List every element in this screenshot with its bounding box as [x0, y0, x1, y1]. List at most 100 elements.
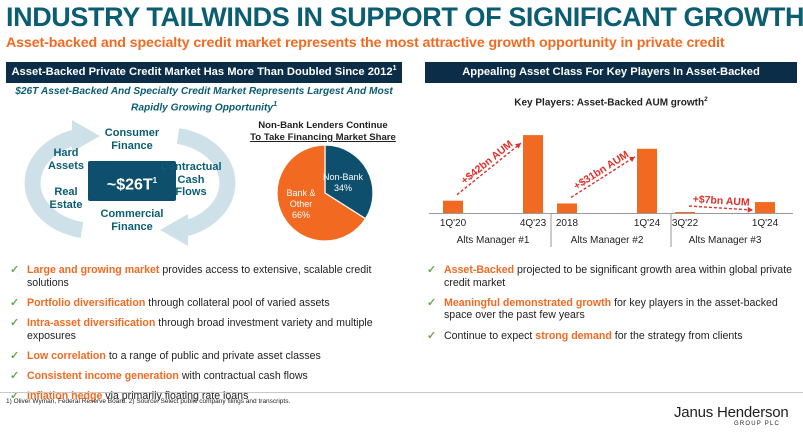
bar-category-label: 2018: [556, 218, 579, 229]
left-bullet-text: via primarily floating rate loans: [102, 390, 249, 403]
left-intro: $26T Asset-Backed And Specialty Credit M…: [6, 86, 402, 114]
pie-title-line1: Non-Bank Lenders Continue: [258, 120, 388, 131]
check-icon: ✓: [427, 264, 437, 276]
cycle-arrowhead-right: [160, 214, 188, 246]
growth-label: +$42bn AUM: [459, 138, 516, 187]
page-subtitle: Asset-backed and specialty credit market…: [6, 35, 725, 51]
growth-arrow-line: [688, 205, 754, 211]
right-bullets: ✓ Asset-Backed projected to be significan…: [427, 264, 797, 350]
cycle-label-consumer-line1: Consumer: [104, 127, 160, 139]
right-bullet-text: for the strategy from clients: [611, 329, 743, 342]
cycle-label-hard-assets: Hard Assets: [46, 147, 86, 172]
bar-category-label: 1Q'20: [440, 218, 467, 229]
check-icon: ✓: [427, 296, 437, 309]
right-bullet-highlight: Asset-Backed: [444, 264, 515, 276]
bar-0-1: [523, 135, 543, 213]
footer-divider: [0, 392, 803, 393]
check-icon: ✓: [10, 369, 20, 382]
cycle-label-realestate-line1: Real: [54, 186, 78, 198]
check-icon: ✓: [10, 296, 20, 309]
cycle-label-realestate-line2: Estate: [49, 198, 83, 211]
cycle-label-commercial-line1: Commercial: [100, 208, 164, 220]
left-bullet-highlight: Low correlation: [27, 349, 106, 362]
cycle-label-consumer-line2: Finance: [111, 139, 153, 152]
left-bullet: ✓ Low correlation to a range of public an…: [10, 350, 405, 363]
check-icon: ✓: [10, 316, 20, 329]
left-bullet-text: provides access to extensive, scalable c…: [27, 264, 372, 289]
left-bullet: ✓ Portfolio diversification through colla…: [10, 297, 405, 310]
cycle-label-contractual-cash-flows: Contractual Cash Flows: [159, 161, 223, 199]
right-banner: Appealing Asset Class For Key Players In…: [425, 62, 797, 83]
cycle-label-hardassets-line1: Hard: [53, 147, 79, 159]
right-bullet: ✓ Continue to expect strong demand for th…: [427, 330, 797, 343]
pie-label-bank-other-pct: 66%: [291, 210, 310, 220]
left-banner: Asset-Backed Private Credit Market Has M…: [6, 62, 402, 83]
right-bullet-highlight: strong demand: [535, 329, 612, 342]
growth-arrowhead-icon: [747, 206, 753, 213]
right-bullet-text: for key players in the asset-backed spac…: [444, 296, 778, 322]
cycle-arrows-diagram: [24, 120, 236, 246]
check-icon: ✓: [10, 264, 20, 276]
left-bullet-highlight: Consistent income generation: [27, 369, 179, 382]
chart-title-text: Key Players: Asset-Backed AUM growth: [514, 97, 705, 109]
left-banner-text: Asset-Backed Private Credit Market Has M…: [11, 66, 393, 78]
check-icon: ✓: [10, 349, 20, 362]
pie-label-bank-other-line2: Other: [289, 199, 313, 209]
right-bullet: ✓ Asset-Backed projected to be significan…: [427, 264, 797, 289]
left-bullet-text: through collateral pool of varied assets: [145, 296, 330, 309]
growth-arrowhead-icon: [629, 156, 635, 163]
left-bullet-highlight: Intra-asset diversification: [27, 316, 156, 329]
left-bullet: ✓ Intra-asset diversification through bro…: [10, 317, 405, 342]
growth-arrow-line: [456, 142, 522, 196]
left-bullet-highlight: Inflation hedge: [27, 390, 103, 403]
right-bullet-text: projected to be significant growth area …: [444, 264, 793, 289]
right-bullet-highlight: Meaningful demonstrated growth: [444, 296, 612, 309]
cycle-arrowhead-left: [72, 120, 100, 152]
check-icon: ✓: [10, 390, 20, 403]
check-icon: ✓: [427, 329, 437, 342]
left-intro-line2: Rapidly Growing Opportunity: [131, 101, 274, 113]
left-intro-sup: 1: [273, 100, 277, 108]
group-label: Alts Manager #2: [571, 235, 644, 246]
cycle-center-value: ~$26T: [106, 176, 153, 194]
bar-category-label: 1Q'24: [752, 218, 779, 229]
pie-label-non-bank: Non-Bank 34%: [320, 172, 366, 194]
bar-1-0: [557, 203, 577, 213]
cycle-arrow-right: [176, 128, 236, 238]
right-bullet: ✓ Meaningful demonstrated growth for key …: [427, 297, 797, 322]
cycle-label-real-estate: Real Estate: [46, 186, 86, 211]
group-label: Alts Manager #1: [457, 235, 530, 246]
bar-2-0: [675, 212, 695, 213]
left-bullet: ✓ Consistent income generation with contr…: [10, 370, 405, 383]
bar-category-label: 3Q'22: [672, 218, 699, 229]
left-intro-line1: $26T Asset-Backed And Specialty Credit M…: [15, 86, 393, 97]
growth-arrowhead-icon: [515, 143, 521, 149]
pie-label-bank-other-line1: Bank &: [286, 188, 316, 198]
left-bullet: ✓ Inflation hedge via primarily floating …: [10, 390, 405, 403]
bar-category-label: 4Q'23: [520, 218, 547, 229]
bar-0-0: [443, 200, 463, 213]
bar-1-1: [637, 148, 657, 213]
chart-title: Key Players: Asset-Backed AUM growth2: [425, 96, 797, 108]
chart-title-sup: 2: [704, 96, 708, 103]
group-label: Alts Manager #3: [689, 235, 762, 246]
footnote: 1) Oliver Wyman, Federal Reserve Board. …: [6, 398, 291, 405]
cycle-label-contractual-line1: Contractual: [160, 161, 222, 173]
growth-label: +$7bn AUM: [692, 193, 750, 209]
pie-label-non-bank-name: Non-Bank: [322, 172, 364, 182]
company-logo: Janus Henderson: [674, 404, 789, 421]
cycle-label-commercial-finance: Commercial Finance: [96, 208, 168, 233]
growth-label: +$31bn AUM: [572, 148, 632, 192]
right-bullet-prefix: Continue to expect: [444, 329, 536, 342]
left-bullet-text: through broad investment variety and mul…: [27, 316, 373, 342]
cycle-center-box: ~$26T1: [88, 161, 176, 201]
cycle-label-hardassets-line2: Assets: [47, 159, 85, 172]
page-title: INDUSTRY TAILWINDS IN SUPPORT OF SIGNIFI…: [6, 2, 803, 32]
left-bullet: ✓ Large and growing market provides acces…: [10, 264, 405, 289]
pie-label-bank-other: Bank & Other 66%: [280, 188, 322, 221]
bar-2-1: [755, 202, 775, 213]
left-bullet-highlight: Large and growing market: [27, 264, 160, 276]
pie-title-line2: To Take Financing Market Share: [250, 132, 396, 143]
cycle-arrow-left: [24, 128, 84, 238]
company-logo-sub: GROUP PLC: [734, 421, 781, 427]
